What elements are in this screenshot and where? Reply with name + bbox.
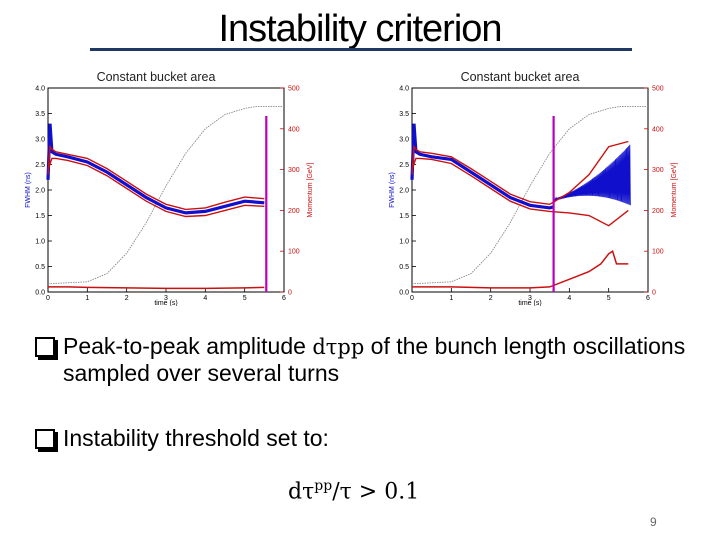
y-tick-label: 4.0 (35, 86, 45, 93)
y2-axis-label: Momentum [GeV] (307, 163, 314, 218)
x-tick-label: 1 (85, 295, 89, 302)
formula-rest: /τ > 0.1 (332, 479, 420, 505)
y2-tick-label: 500 (288, 86, 300, 93)
slide-title: Instability criterion (218, 8, 502, 50)
y2-axis-label: Momentum [GeV] (671, 163, 678, 218)
x-tick-label: 5 (243, 295, 247, 302)
y-tick-label: 3.0 (35, 137, 45, 144)
y2-tick-label: 200 (652, 208, 664, 215)
y-tick-label: 1.0 (35, 239, 45, 246)
peak-to-peak-line (48, 286, 265, 290)
y-axis-label: FWHM (ns) (25, 172, 32, 208)
y2-tick-label: 300 (288, 167, 300, 174)
x-tick-label: 0 (410, 295, 414, 302)
x-axis-label: time (s) (154, 300, 177, 306)
y-axis-label: FWHM (ns) (389, 172, 396, 208)
y-tick-label: 0.5 (35, 264, 45, 271)
y-tick-label: 2.0 (399, 188, 409, 195)
threshold-formula: dτpp/τ > 0.1 (288, 478, 419, 504)
y2-tick-label: 400 (652, 126, 664, 133)
chart-svg: Constant bucket area 0.0 0.5 1.0 1.5 2.0 2.5 3.… (389, 70, 678, 306)
y2-tick-label: 100 (652, 249, 664, 256)
x-tick-label: 2 (489, 295, 493, 302)
bullet-threshold: Instability threshold set to: (35, 425, 329, 451)
bullet-text-post: of the bunch length oscillations sampled… (63, 333, 686, 386)
x-tick-label: 5 (607, 295, 611, 302)
chart-left: Constant bucket area 0.0 0.5 1.0 1.5 2.0 2.5 3.… (24, 66, 316, 306)
fwhm-line (46, 123, 265, 215)
y-tick-label: 1.5 (35, 213, 45, 220)
bullet-text: Peak-to-peak amplitude dτpp of the bunch… (35, 333, 720, 386)
y-tick-label: 4.0 (399, 86, 409, 93)
fwhm-line (410, 123, 555, 210)
y2-tick-label: 300 (652, 167, 664, 174)
y2-tick-label: 100 (288, 249, 300, 256)
checkbox-bullet-icon (35, 337, 55, 357)
chart-title: Constant bucket area (461, 70, 580, 84)
momentum-line (411, 105, 648, 285)
formula-superscript: pp (314, 478, 333, 494)
x-tick-label: 6 (646, 295, 650, 302)
y-tick-label: 3.0 (399, 137, 409, 144)
momentum-line (47, 105, 284, 285)
fwhm-oscillation (553, 144, 631, 206)
bullet-peak-to-peak: Peak-to-peak amplitude dτpp of the bunch… (35, 333, 720, 386)
y2-tick-label: 0 (288, 290, 292, 297)
title-underline (90, 48, 632, 51)
envelope-lower-line (47, 157, 265, 218)
formula-numerator: dτ (288, 479, 315, 505)
envelope-upper-line (411, 140, 629, 206)
x-tick-label: 2 (125, 295, 129, 302)
plot-frame (47, 87, 285, 293)
y2-tick-label: 400 (288, 126, 300, 133)
y-tick-label: 2.5 (399, 162, 409, 169)
y-tick-label: 2.5 (35, 162, 45, 169)
y2-tick-label: 200 (288, 208, 300, 215)
y-tick-label: 0.5 (399, 264, 409, 271)
y-tick-label: 0.0 (35, 290, 45, 297)
y-tick-label: 1.0 (399, 239, 409, 246)
page-number: 9 (650, 515, 657, 529)
checkbox-bullet-icon (35, 429, 55, 449)
bullet-math: dτpp (312, 335, 365, 359)
x-tick-label: 1 (449, 295, 453, 302)
envelope-upper-line (47, 144, 265, 211)
y2-tick-label: 500 (652, 86, 664, 93)
y-tick-label: 1.5 (399, 213, 409, 220)
x-tick-label: 6 (282, 295, 286, 302)
envelope-lower-line (411, 157, 629, 227)
x-tick-label: 4 (567, 295, 571, 302)
x-tick-label: 3 (164, 295, 168, 302)
x-axis-label: time (s) (518, 300, 541, 306)
y-tick-label: 3.5 (35, 111, 45, 118)
y-tick-label: 2.0 (35, 188, 45, 195)
chart-right: Constant bucket area 0.0 0.5 1.0 1.5 2.0 2.5 3.… (388, 66, 680, 306)
chart-title: Constant bucket area (97, 70, 216, 84)
bullet-text: Instability threshold set to: (63, 425, 329, 451)
chart-svg: Constant bucket area 0.0 0.5 1.0 1.5 2.0 2.5 3.… (25, 70, 314, 306)
x-tick-label: 0 (46, 295, 50, 302)
y2-tick-label: 0 (652, 290, 656, 297)
bullet-text-pre: Peak-to-peak amplitude (63, 333, 313, 359)
y-tick-label: 3.5 (399, 111, 409, 118)
x-tick-label: 4 (203, 295, 207, 302)
y-tick-label: 0.0 (399, 290, 409, 297)
x-tick-label: 3 (528, 295, 532, 302)
peak-to-peak-line (412, 250, 629, 289)
